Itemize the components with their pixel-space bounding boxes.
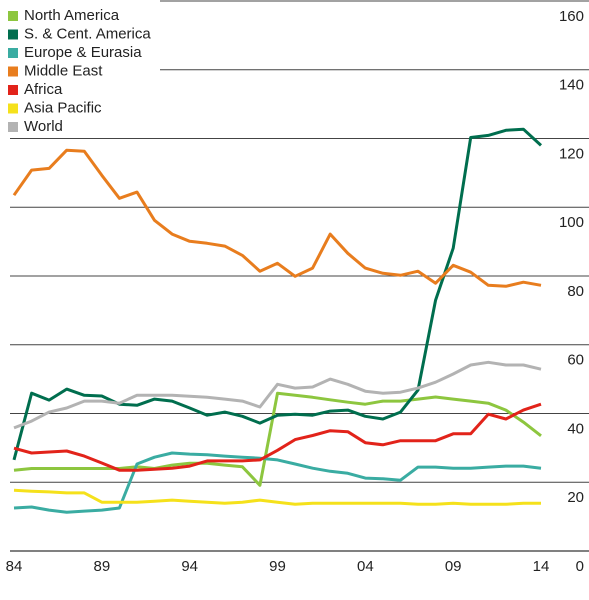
- series-line: [13, 451, 542, 514]
- y-tick-label: 100: [559, 214, 584, 231]
- legend-label: Asia Pacific: [24, 99, 102, 116]
- legend-swatch: [8, 103, 18, 114]
- series-line: [13, 391, 542, 487]
- legend-swatch: [8, 122, 18, 132]
- legend-label: Africa: [24, 81, 63, 98]
- legend-swatch: [8, 66, 18, 77]
- y-tick-label: 20: [567, 489, 584, 506]
- legend-label: S. & Cent. America: [24, 25, 151, 42]
- y-tick-label: 160: [559, 8, 584, 25]
- legend-label: World: [24, 118, 63, 135]
- x-tick-label: 09: [445, 558, 462, 575]
- series-line: [12, 127, 543, 461]
- x-tick-label: 14: [533, 558, 550, 575]
- x-tick-label: 99: [269, 558, 286, 575]
- legend-label: Europe & Eurasia: [24, 44, 142, 61]
- legend-swatch: [8, 85, 18, 95]
- y-tick-label: 80: [567, 283, 584, 300]
- y-tick-label: 120: [559, 145, 584, 162]
- x-tick-label: 84: [6, 558, 23, 575]
- series-line: [13, 360, 542, 430]
- series-line: [13, 402, 542, 472]
- legend-label: Middle East: [24, 62, 103, 79]
- y-tick-label: 40: [567, 420, 584, 437]
- legend-swatch: [8, 11, 18, 21]
- series-line: [12, 148, 542, 288]
- series-line: [13, 488, 541, 506]
- y-tick-label: 60: [567, 352, 584, 369]
- x-tick-label: 89: [93, 558, 110, 575]
- legend-swatch: [8, 48, 18, 58]
- y-tick-label: 0: [576, 558, 584, 575]
- x-tick-label: 04: [357, 558, 374, 575]
- legend-swatch: [8, 29, 18, 40]
- legend-label: North America: [24, 7, 120, 24]
- y-tick-label: 140: [559, 77, 584, 94]
- x-tick-label: 94: [181, 558, 198, 575]
- legend-background: [0, 0, 160, 138]
